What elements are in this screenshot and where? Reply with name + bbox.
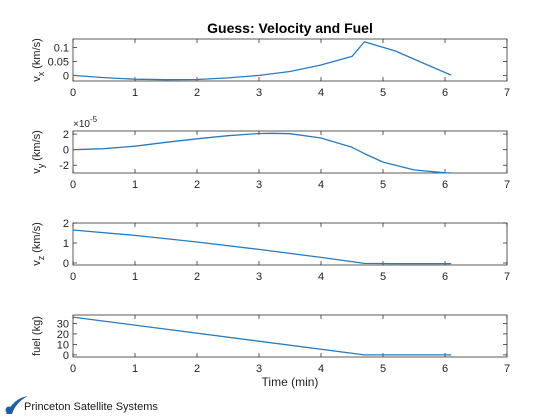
subplot-1: 0 1 2 3 4 5 6 7 0 0.05 0.1 vx (km/s) <box>31 38 510 99</box>
series-line-1 <box>72 41 452 81</box>
y-tick-label: 10 <box>57 339 69 351</box>
x-tick-label: 7 <box>504 271 510 283</box>
y-axis-label: fuel (kg) <box>31 316 43 356</box>
series-line-1 <box>72 229 452 265</box>
x-tick-label: 0 <box>70 179 76 191</box>
chart-title: Guess: Velocity and Fuel <box>207 20 373 36</box>
y-tick-label: 2 <box>63 129 69 141</box>
x-tick-label: 3 <box>256 179 262 191</box>
x-tick-label: 7 <box>504 87 510 99</box>
series-line-1 <box>72 316 452 356</box>
subplot-3: 0 1 2 3 4 5 6 7 0 1 2 vz (km/s) <box>31 218 510 283</box>
y-tick-label: -2 <box>59 160 69 172</box>
x-tick-label: 3 <box>256 87 262 99</box>
axes-box <box>72 38 508 82</box>
x-axis-label: Time (min) <box>262 375 319 389</box>
x-tick-label: 6 <box>442 87 448 99</box>
x-tick-label: 5 <box>380 271 386 283</box>
y-tick-label: 0 <box>63 70 69 82</box>
axes-box <box>72 222 508 266</box>
x-tick-label: 7 <box>504 179 510 191</box>
y-tick-label: 30 <box>57 318 69 330</box>
axes-box <box>72 314 508 358</box>
x-tick-label: 5 <box>380 87 386 99</box>
x-tick-label: 2 <box>194 179 200 191</box>
x-tick-label: 0 <box>70 271 76 283</box>
x-tick-label: 6 <box>442 179 448 191</box>
y-exponent-label: ×10-5 <box>73 115 98 130</box>
y-axis-label: vx (km/s) <box>31 38 46 82</box>
x-tick-label: 2 <box>194 87 200 99</box>
x-tick-label: 1 <box>132 271 138 283</box>
y-tick-label: 0 <box>63 145 69 157</box>
brand-name: Princeton Satellite Systems <box>24 401 158 413</box>
x-tick-label: 5 <box>380 179 386 191</box>
x-tick-label: 1 <box>132 363 138 375</box>
logo-planet <box>5 406 13 414</box>
x-tick-label: 1 <box>132 87 138 99</box>
y-tick-label: 1 <box>63 238 69 250</box>
x-tick-label: 6 <box>442 271 448 283</box>
x-tick-label: 0 <box>70 87 76 99</box>
x-tick-label: 7 <box>504 363 510 375</box>
y-axis-label: vy (km/s) <box>31 130 46 174</box>
x-tick-label: 1 <box>132 179 138 191</box>
x-tick-label: 2 <box>194 363 200 375</box>
y-tick-label: 0 <box>63 258 69 270</box>
y-axis-label: vz (km/s) <box>31 222 46 266</box>
x-tick-label: 6 <box>442 363 448 375</box>
x-tick-label: 4 <box>318 363 324 375</box>
pss-logo-icon <box>5 396 28 414</box>
axes-box <box>72 130 508 174</box>
y-tick-label: 0 <box>63 350 69 362</box>
x-tick-label: 0 <box>70 363 76 375</box>
y-tick-label: 2 <box>63 218 69 230</box>
x-tick-label: 5 <box>380 363 386 375</box>
y-tick-label: 0.05 <box>48 56 69 68</box>
x-tick-label: 3 <box>256 363 262 375</box>
y-tick-label: 20 <box>57 329 69 341</box>
x-tick-label: 4 <box>318 179 324 191</box>
series-line-1 <box>72 132 452 174</box>
x-tick-label: 4 <box>318 271 324 283</box>
y-tick-label: 0.1 <box>54 42 69 54</box>
x-tick-label: 4 <box>318 87 324 99</box>
x-tick-label: 2 <box>194 271 200 283</box>
x-tick-label: 3 <box>256 271 262 283</box>
